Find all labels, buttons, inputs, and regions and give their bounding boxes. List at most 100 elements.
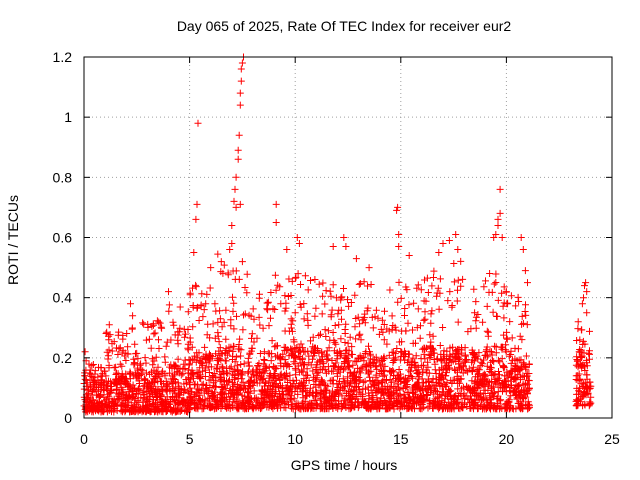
data-point (191, 399, 199, 407)
data-point (380, 336, 388, 344)
data-point (240, 398, 247, 406)
data-point (232, 173, 240, 181)
data-point (351, 323, 359, 331)
data-point (471, 309, 479, 317)
data-point (355, 331, 363, 339)
data-point (487, 389, 495, 397)
data-point (227, 316, 235, 324)
data-point (405, 252, 413, 259)
data-point (361, 350, 369, 357)
data-point (338, 392, 346, 400)
data-point (186, 405, 194, 413)
data-point (139, 367, 147, 375)
data-point (522, 311, 530, 319)
data-point (384, 391, 392, 399)
data-point (347, 369, 355, 377)
data-point (509, 356, 516, 364)
data-point (356, 330, 364, 338)
data-point (480, 356, 487, 364)
data-point (330, 336, 338, 344)
data-point (217, 389, 225, 397)
data-point (305, 404, 312, 412)
data-point (512, 302, 520, 310)
data-point (315, 332, 323, 339)
data-point (212, 383, 220, 391)
data-point (329, 281, 337, 289)
data-points (80, 53, 595, 416)
data-point (500, 314, 508, 322)
data-point (267, 393, 275, 401)
data-point (340, 386, 348, 394)
data-point (296, 359, 304, 367)
data-point (313, 371, 321, 379)
data-point (377, 325, 385, 333)
data-point (348, 350, 356, 358)
data-point (127, 395, 135, 403)
data-point (189, 323, 197, 331)
data-point (216, 391, 224, 399)
data-point (319, 379, 327, 387)
data-point (468, 377, 476, 385)
data-point (159, 387, 166, 395)
data-point (118, 389, 126, 397)
data-point (481, 371, 489, 379)
data-point (277, 362, 285, 370)
data-point (238, 59, 246, 67)
y-tick-labels: 0 0.2 0.4 0.6 0.8 1 1.2 (53, 49, 73, 426)
data-point (259, 324, 267, 332)
data-point (483, 378, 491, 386)
data-point (88, 362, 96, 370)
data-point (182, 406, 190, 414)
data-point (88, 403, 96, 411)
data-point (442, 382, 450, 390)
data-point (115, 328, 123, 336)
data-point (434, 378, 442, 386)
data-point (114, 351, 122, 358)
data-point (373, 386, 381, 394)
data-point (245, 362, 253, 370)
data-point (420, 361, 427, 369)
data-point (295, 405, 303, 413)
data-point (215, 347, 223, 355)
data-point (331, 322, 339, 329)
data-point (324, 382, 332, 390)
data-point (410, 400, 418, 408)
data-point (212, 373, 220, 381)
data-point (389, 322, 397, 329)
data-point (283, 362, 291, 370)
data-point (102, 401, 109, 409)
data-point (278, 385, 286, 393)
data-point (469, 400, 477, 408)
data-point (186, 393, 194, 401)
data-point (212, 365, 220, 373)
data-point (385, 351, 393, 359)
data-point (103, 328, 111, 336)
data-point (162, 342, 170, 350)
data-point (454, 276, 462, 284)
data-point (272, 219, 280, 226)
data-point (519, 359, 527, 367)
data-point (414, 305, 422, 313)
y-tick-label: 1 (64, 109, 72, 125)
data-point (401, 312, 408, 319)
data-point (153, 317, 161, 325)
data-point (456, 364, 464, 372)
data-point (359, 378, 367, 386)
data-point (321, 300, 329, 308)
data-point (503, 372, 511, 380)
data-point (179, 397, 187, 405)
data-point (462, 357, 470, 365)
data-point (523, 389, 531, 397)
data-point (97, 408, 105, 416)
data-point (346, 388, 354, 395)
data-point (142, 336, 150, 344)
data-point (497, 396, 505, 404)
data-point (457, 375, 465, 383)
data-point (483, 302, 491, 310)
data-point (345, 396, 353, 404)
data-point (304, 321, 312, 329)
data-point (409, 326, 416, 334)
data-point (154, 363, 162, 371)
data-point (272, 286, 280, 294)
